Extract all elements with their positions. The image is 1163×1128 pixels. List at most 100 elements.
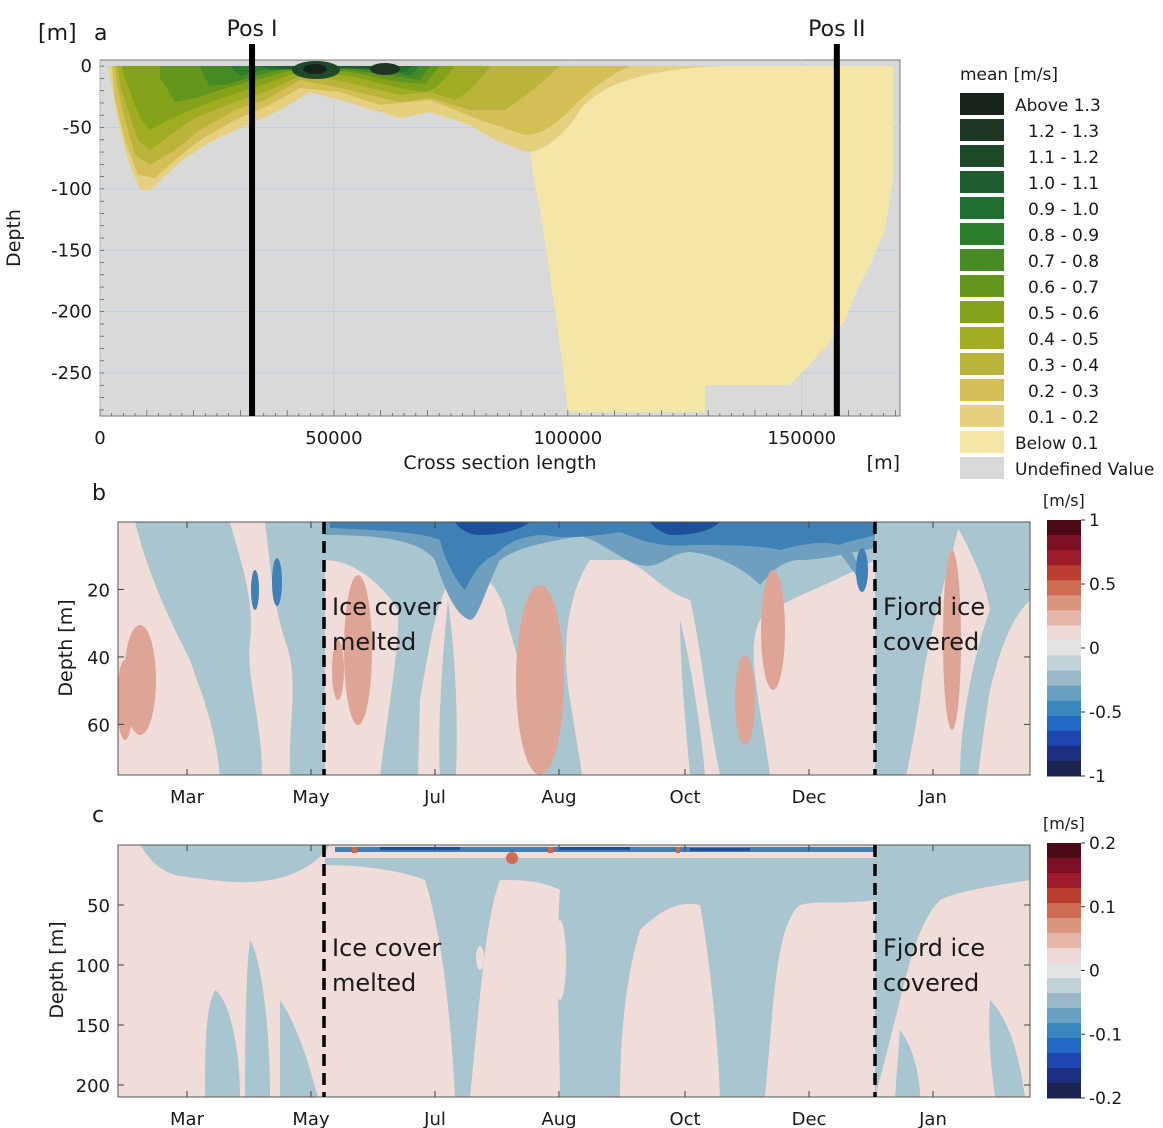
panel-b: b [55,481,1122,808]
b-colorbar-segment [1047,550,1081,566]
panel-c-negative-regions [140,845,1030,1097]
panel-a: [m] a [3,17,1154,480]
b-xtick-label: May [292,787,330,808]
b-colorbar-label: 0 [1089,639,1100,659]
b-ytick-label: 20 [87,580,110,601]
panel-a-ytick-label: 0 [81,56,92,77]
c-xtick-label: Aug [541,1109,576,1128]
c-colorbar-segment [1047,978,1081,994]
panel-b-field [118,522,1030,775]
b-colorbar-segment [1047,595,1081,611]
panel-a-ytick-label: -100 [51,179,92,200]
b-xtick-label: Mar [170,787,205,808]
legend-label: 1.0 - 1.1 [1028,174,1099,194]
legend-swatch [960,275,1004,297]
panel-a-axes: 0 50000 100000 150000 0 -50 -100 -150 -200 -250 [51,56,896,449]
panel-a-ytick-label: -150 [51,240,92,261]
legend-swatch [960,327,1004,349]
panel-a-label-group: [m] a [38,21,107,46]
b-colorbar-segment [1047,745,1081,762]
b-colorbar-segment [1047,580,1081,596]
panel-a-xlabel: Cross section length [403,452,596,474]
c-xtick-label: May [292,1109,330,1128]
panel-c-surface-positive [352,847,680,864]
c-event-label: Ice cover [332,934,442,962]
panel-c-label: c [92,803,104,828]
b-colorbar-label: -1 [1089,767,1106,787]
b-event-label: covered [883,628,979,656]
legend-swatch [960,119,1004,141]
c-colorbar-segment [1047,963,1081,979]
legend-label: Undefined Value [1015,460,1154,480]
legend-swatch [960,301,1004,323]
c-xtick-label: Jul [423,1109,446,1128]
c-event-label: melted [332,969,416,997]
panel-a-xtick-label: 150000 [767,428,836,449]
legend-label: 0.8 - 0.9 [1028,226,1099,246]
c-colorbar-segment [1047,1083,1081,1099]
legend-swatch [960,431,1004,453]
b-colorbar-segment [1047,535,1081,551]
c-colorbar-segment [1047,873,1081,889]
legend-swatch [960,379,1004,401]
legend-swatch [960,353,1004,375]
panel-a-ytick-label: -200 [51,302,92,323]
panel-b-strong-negative [251,522,875,610]
legend-label: 1.2 - 1.3 [1028,122,1099,142]
c-colorbar-segment [1047,1008,1081,1024]
panel-a-label: a [94,21,107,46]
b-colorbar-segment [1047,520,1081,536]
c-ytick-label: 150 [76,1016,110,1037]
legend-swatch [960,223,1004,245]
b-xtick-label: Jan [918,787,947,808]
panel-c-field [140,845,1030,1097]
legend-label: 0.7 - 0.8 [1028,252,1099,272]
legend-swatch [960,145,1004,167]
c-ytick-label: 200 [76,1076,110,1097]
panel-b-colorbar: [m/s]1 0.5 0 -0.5 -1 [1043,491,1122,787]
panel-a-ytick-label: -250 [51,363,92,384]
b-event-label: Ice cover [332,593,442,621]
b-colorbar-unit: [m/s] [1043,491,1085,510]
c-colorbar-unit: [m/s] [1043,814,1085,833]
b-colorbar-segment [1047,700,1081,717]
c-colorbar-label: -0.2 [1089,1089,1122,1109]
legend-label: 0.2 - 0.3 [1028,382,1099,402]
b-colorbar-label: -0.5 [1089,703,1122,723]
legend-swatch [960,249,1004,271]
c-colorbar-label: -0.1 [1089,1025,1122,1045]
b-colorbar-segment [1047,625,1081,641]
panel-c-frame [117,844,1031,1098]
c-event-label: covered [883,969,979,997]
c-event-label: Fjord ice [883,934,985,962]
panel-b-axes: Mar May Jul Aug Oct Dec Jan 20 40 60 [87,522,1030,808]
panel-b-deep-negative [455,522,720,535]
c-xtick-label: Jan [918,1109,947,1128]
c-colorbar-label: 0.1 [1089,898,1116,918]
b-xtick-label: Dec [792,787,827,808]
b-colorbar-segment [1047,610,1081,626]
b-ytick-label: 60 [87,715,110,736]
c-ytick-label: 50 [87,896,110,917]
c-xtick-label: Dec [792,1109,827,1128]
b-event-label: melted [332,628,416,656]
b-colorbar-segment [1047,715,1081,732]
legend-label: 0.1 - 0.2 [1028,408,1099,428]
c-xtick-label: Mar [170,1109,205,1128]
legend-label: 0.5 - 0.6 [1028,304,1099,324]
c-colorbar-segment [1047,858,1081,874]
c-colorbar-segment [1047,1038,1081,1054]
c-colorbar-segment [1047,1053,1081,1069]
panel-b-label: b [92,481,106,506]
b-colorbar-segment [1047,730,1081,747]
c-colorbar-segment [1047,903,1081,919]
b-xtick-label: Jul [423,787,446,808]
c-colorbar-segment [1047,993,1081,1009]
b-colorbar-segment [1047,670,1081,687]
b-xtick-label: Aug [541,787,576,808]
b-event-label: Fjord ice [883,593,985,621]
panel-a-yunit: [m] [38,21,77,46]
panel-b-ylabel: Depth [m] [55,599,77,696]
panel-a-xtick-label: 50000 [305,428,362,449]
